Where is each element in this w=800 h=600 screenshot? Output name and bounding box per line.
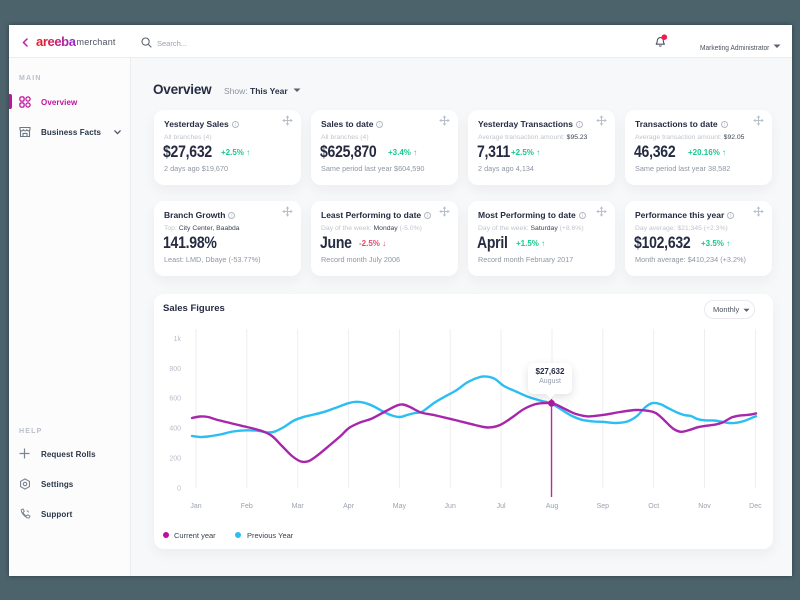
svg-text:400: 400 xyxy=(169,426,181,433)
svg-text:Jul: Jul xyxy=(497,503,506,510)
svg-text:200: 200 xyxy=(169,456,181,463)
svg-text:Jan: Jan xyxy=(190,503,201,510)
svg-text:Dec: Dec xyxy=(749,503,762,510)
svg-text:Jun: Jun xyxy=(445,503,456,510)
svg-text:0: 0 xyxy=(177,486,181,493)
svg-text:Sep: Sep xyxy=(597,503,610,510)
svg-text:600: 600 xyxy=(169,396,181,403)
svg-text:800: 800 xyxy=(169,366,181,373)
svg-text:Aug: Aug xyxy=(546,503,559,510)
svg-text:May: May xyxy=(393,503,407,510)
svg-text:Apr: Apr xyxy=(343,503,355,510)
svg-text:Mar: Mar xyxy=(292,503,305,510)
svg-text:1k: 1k xyxy=(174,336,182,343)
svg-text:Feb: Feb xyxy=(241,503,253,510)
svg-text:Oct: Oct xyxy=(648,503,659,510)
svg-text:Nov: Nov xyxy=(698,503,711,510)
